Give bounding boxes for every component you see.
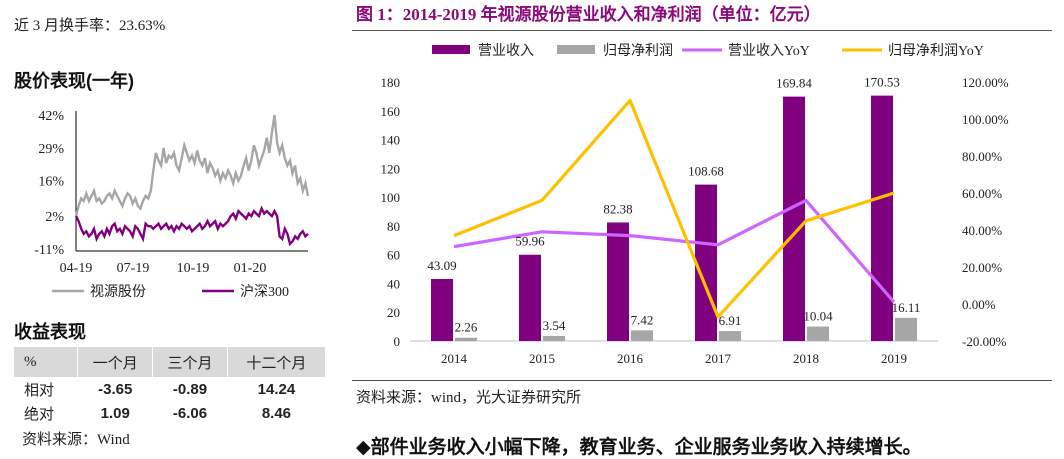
y-tick-label: 80 xyxy=(387,219,400,234)
bottom-note: ◆部件业务收入小幅下降，教育业务、企业服务业务收入持续增长。 xyxy=(356,437,922,458)
right-source: 资料来源：wind，光大证券研究所 xyxy=(356,390,582,406)
y2-tick-label: 40.00% xyxy=(962,223,1002,238)
profit-data-label: 2.26 xyxy=(455,320,478,335)
y-tick-label: 42% xyxy=(38,109,64,124)
y-tick-label: 60 xyxy=(387,248,400,263)
legend-swatch-1 xyxy=(557,45,595,54)
x-tick-label: 2019 xyxy=(881,351,907,366)
profit-yoy-line xyxy=(453,98,895,319)
header-cell: 三个月 xyxy=(152,347,228,377)
revenue-bar xyxy=(695,184,717,341)
y2-tick-label: 20.00% xyxy=(962,260,1002,275)
y-tick-label: 40 xyxy=(387,276,400,291)
returns-table-header: % 一个月 三个月 十二个月 xyxy=(14,347,327,377)
profit-bar xyxy=(719,331,741,341)
cell-value: -6.06 xyxy=(172,404,208,422)
revenue-chart: 营业收入 归母净利润 营业收入YoY 归母净利润YoY 0 20 40 60 80 100 120… xyxy=(381,42,1009,366)
x-tick-label: 2018 xyxy=(793,351,819,366)
revenue-data-label: 43.09 xyxy=(427,258,456,273)
y-tick-label: 16% xyxy=(38,175,64,190)
header-cell: % xyxy=(14,347,79,377)
x-tick-label: 2016 xyxy=(617,351,644,366)
profit-bar xyxy=(455,337,477,341)
y2-tick-label: 120.00% xyxy=(962,75,1009,90)
legend-label-1: 归母净利润 xyxy=(603,42,673,59)
y-tick-label: 2% xyxy=(45,210,64,225)
legend-label-stock: 视源股份 xyxy=(90,284,146,300)
profit-data-label: 6.91 xyxy=(719,313,742,328)
stock-line xyxy=(74,114,310,217)
revenue-data-label: 59.96 xyxy=(515,234,545,249)
returns-section-title: 收益表现 xyxy=(14,322,86,342)
header-cell: 十二个月 xyxy=(227,347,327,377)
turnover-text: 近 3 月换手率：23.63% xyxy=(14,18,166,34)
legend-label-3: 归母净利润YoY xyxy=(888,42,984,59)
y2-tick-label: 100.00% xyxy=(962,112,1009,127)
revenue-data-label: 169.84 xyxy=(776,76,812,91)
y2-tick-label: 80.00% xyxy=(962,149,1002,164)
legend-label-index: 沪深300 xyxy=(240,284,289,300)
title-rule xyxy=(352,30,1052,31)
y2-tick-label: -20.00% xyxy=(962,334,1007,349)
left-source: 资料来源：Wind xyxy=(22,432,130,448)
x-tick-label: 2015 xyxy=(529,351,555,366)
source-rule xyxy=(352,380,1052,381)
table-row: 绝对 1.09 -6.06 8.46 xyxy=(14,401,326,425)
y-tick-label: 0 xyxy=(394,334,401,349)
y-tick-label: 140 xyxy=(381,133,401,148)
y-tick-label: 180 xyxy=(381,75,401,90)
cell-value: 1.09 xyxy=(100,404,130,422)
revenue-data-label: 82.38 xyxy=(603,201,632,216)
profit-bar xyxy=(895,317,917,341)
index-line xyxy=(74,205,309,247)
x-tick-label: 2017 xyxy=(705,351,732,366)
revenue-bar xyxy=(607,222,629,341)
profit-data-label: 16.11 xyxy=(892,300,921,315)
revenue-data-label: 170.53 xyxy=(864,75,900,90)
x-tick-label: 01-20 xyxy=(234,261,267,276)
y-tick-label: 160 xyxy=(381,104,401,119)
revenue-bar xyxy=(871,95,893,341)
x-tick-label: 2014 xyxy=(441,351,468,366)
x-tick-label: 04-19 xyxy=(60,261,93,276)
figure-title: 图 1：2014-2019 年视源股份营业收入和净利润（单位：亿元） xyxy=(356,5,821,24)
returns-table: % 一个月 三个月 十二个月 相对 -3.65 -0.89 14.24 绝对 1… xyxy=(14,347,327,425)
revenue-bar xyxy=(519,254,541,341)
profit-data-label: 7.42 xyxy=(631,312,654,327)
y2-tick-label: 60.00% xyxy=(962,186,1002,201)
legend-label-0: 营业收入 xyxy=(478,43,534,59)
cell-value: -3.65 xyxy=(98,380,133,398)
revenue-bar xyxy=(783,96,805,341)
y-tick-label: 120 xyxy=(381,161,401,176)
table-row: 相对 -3.65 -0.89 14.24 xyxy=(14,377,326,401)
revenue-bar xyxy=(431,278,453,341)
profit-data-label: 10.04 xyxy=(803,309,833,324)
row-label: 绝对 xyxy=(24,406,55,423)
y-tick-label: 100 xyxy=(381,190,401,205)
header-cell: 一个月 xyxy=(77,347,154,377)
row-label: 相对 xyxy=(24,382,55,399)
profit-bar xyxy=(807,326,829,341)
y2-tick-label: 0.00% xyxy=(962,297,996,312)
y-tick-label: -11% xyxy=(34,243,64,258)
legend-swatch-0 xyxy=(432,45,470,54)
profit-data-label: 3.54 xyxy=(543,318,566,333)
y-tick-label: 29% xyxy=(38,142,64,157)
profit-bar xyxy=(543,335,565,341)
profit-bar xyxy=(631,330,653,341)
cell-value: 8.46 xyxy=(261,404,292,422)
stock-section-title: 股价表现(一年) xyxy=(14,71,134,91)
cell-value: 14.24 xyxy=(257,380,296,398)
stock-chart: 42% 29% 16% 2% -11% 04-19 07-19 10-19 01-20 视源股… xyxy=(34,109,310,300)
x-tick-label: 07-19 xyxy=(117,261,150,276)
revenue-data-label: 108.68 xyxy=(688,164,724,179)
x-tick-label: 10-19 xyxy=(177,261,210,276)
legend-label-2: 营业收入YoY xyxy=(728,43,810,59)
cell-value: -0.89 xyxy=(172,380,208,398)
y-tick-label: 20 xyxy=(387,305,400,320)
